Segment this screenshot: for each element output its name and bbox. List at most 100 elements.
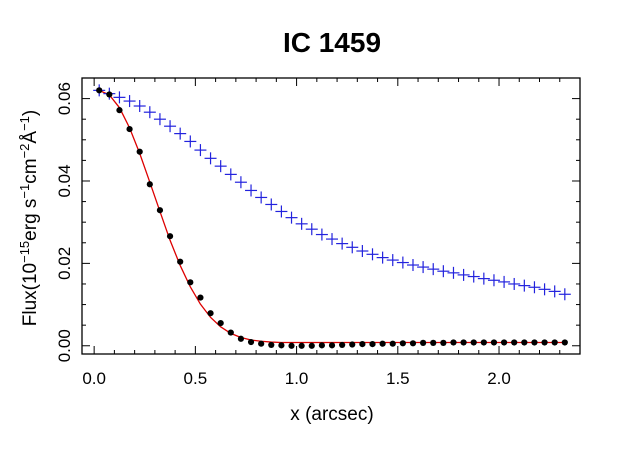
blue-plus-marker bbox=[336, 237, 349, 250]
black-dot-marker bbox=[430, 339, 437, 346]
blue-plus-marker bbox=[508, 277, 521, 290]
series-black-dots bbox=[96, 87, 568, 349]
blue-plus-marker bbox=[396, 256, 409, 269]
black-dot-marker bbox=[197, 294, 204, 301]
blue-plus-marker bbox=[558, 288, 571, 301]
black-dot-marker bbox=[551, 339, 558, 346]
y-label-prefix: Flux(10 bbox=[20, 263, 41, 326]
blue-plus-marker bbox=[548, 285, 561, 298]
y-tick-label: 0.04 bbox=[55, 164, 74, 197]
black-dot-marker bbox=[349, 341, 356, 348]
blue-plus-marker bbox=[315, 228, 328, 241]
blue-plus-marker bbox=[295, 217, 308, 230]
blue-plus-marker bbox=[467, 270, 480, 283]
blue-plus-marker bbox=[376, 251, 389, 264]
black-dot-marker bbox=[258, 340, 265, 347]
chart-title: IC 1459 bbox=[283, 27, 381, 58]
blue-plus-marker bbox=[194, 144, 207, 157]
black-dot-marker bbox=[308, 342, 315, 349]
series-line-red-model bbox=[98, 89, 565, 344]
black-dot-marker bbox=[440, 339, 447, 346]
x-axis-label: x (arcsec) bbox=[290, 404, 373, 425]
blue-plus-marker bbox=[285, 211, 298, 224]
x-tick-label: 0.5 bbox=[184, 369, 208, 388]
y-tick-label: 0.00 bbox=[55, 329, 74, 362]
y-label-mid2: cm bbox=[20, 158, 41, 183]
black-dot-marker bbox=[278, 342, 285, 349]
y-label-exp4: −1 bbox=[17, 116, 32, 131]
black-dot-marker bbox=[470, 339, 477, 346]
black-dot-marker bbox=[369, 341, 376, 348]
blue-plus-marker bbox=[457, 268, 470, 281]
y-axis-label: Flux(10−15erg s−1cm−2Å−1) bbox=[17, 110, 41, 327]
black-dot-marker bbox=[166, 233, 174, 240]
black-dot-marker bbox=[328, 342, 336, 349]
blue-plus-marker bbox=[437, 265, 450, 278]
black-dot-marker bbox=[96, 87, 103, 94]
black-dot-marker bbox=[268, 341, 275, 349]
blue-plus-marker bbox=[447, 266, 460, 279]
x-tick-label: 2.0 bbox=[487, 369, 511, 388]
black-dot-marker bbox=[500, 339, 508, 346]
black-dot-marker bbox=[480, 339, 487, 346]
y-tick-label: 0.02 bbox=[55, 247, 74, 280]
blue-plus-marker bbox=[204, 152, 217, 165]
y-label-suffix: ) bbox=[20, 110, 41, 116]
blue-plus-marker bbox=[356, 245, 369, 258]
blue-plus-marker bbox=[528, 281, 541, 294]
black-dot-marker bbox=[490, 339, 498, 346]
x-tick-label: 1.5 bbox=[386, 369, 410, 388]
blue-plus-marker bbox=[518, 279, 531, 292]
black-dot-marker bbox=[156, 207, 164, 214]
black-dot-marker bbox=[136, 148, 143, 155]
black-dot-marker bbox=[409, 340, 417, 347]
blue-plus-marker bbox=[164, 120, 177, 133]
y-label-mid1: erg s bbox=[20, 199, 41, 241]
black-dot-marker bbox=[288, 342, 295, 349]
blue-plus-marker bbox=[255, 191, 268, 204]
y-axis: 0.00 0.02 0.04 0.06 bbox=[55, 82, 580, 362]
blue-plus-marker bbox=[275, 205, 288, 218]
black-dot-marker bbox=[379, 340, 386, 347]
blue-plus-marker bbox=[174, 127, 187, 140]
blue-plus-marker bbox=[406, 259, 419, 272]
blue-plus-marker bbox=[113, 91, 126, 104]
y-label-exp3: −2 bbox=[17, 144, 32, 159]
black-dot-marker bbox=[177, 258, 184, 265]
y-label-exp2: −1 bbox=[17, 184, 32, 199]
x-tick-label: 1.0 bbox=[285, 369, 309, 388]
black-dot-marker bbox=[511, 339, 518, 346]
black-dot-marker bbox=[541, 339, 548, 346]
black-dot-marker bbox=[339, 341, 346, 349]
blue-plus-marker bbox=[234, 176, 247, 189]
black-dot-marker bbox=[237, 335, 245, 342]
blue-plus-marker bbox=[538, 283, 551, 296]
black-dot-marker bbox=[207, 310, 214, 317]
blue-plus-marker bbox=[245, 184, 258, 197]
blue-plus-marker bbox=[143, 106, 156, 119]
black-dot-marker bbox=[217, 320, 224, 327]
black-dot-marker bbox=[247, 338, 255, 346]
blue-plus-marker bbox=[386, 254, 399, 267]
black-dot-marker bbox=[116, 107, 123, 114]
plot-frame bbox=[81, 77, 581, 355]
black-dot-marker bbox=[531, 339, 538, 346]
blue-plus-marker bbox=[153, 113, 166, 126]
black-dot-marker bbox=[420, 339, 427, 346]
blue-plus-marker bbox=[427, 263, 440, 276]
black-dot-marker bbox=[389, 340, 396, 347]
blue-plus-marker bbox=[477, 272, 490, 285]
black-dot-marker bbox=[561, 339, 568, 346]
blue-plus-marker bbox=[346, 241, 359, 254]
black-dot-marker bbox=[450, 339, 457, 346]
y-label-exp1: −15 bbox=[17, 241, 32, 263]
x-tick-label: 0.0 bbox=[82, 369, 106, 388]
black-dot-marker bbox=[298, 342, 305, 349]
blue-plus-marker bbox=[326, 233, 339, 246]
black-dot-marker bbox=[521, 339, 528, 346]
black-dot-marker bbox=[318, 342, 325, 349]
black-dot-marker bbox=[106, 91, 113, 98]
y-tick-label: 0.06 bbox=[55, 82, 74, 115]
black-dot-marker bbox=[359, 341, 366, 348]
